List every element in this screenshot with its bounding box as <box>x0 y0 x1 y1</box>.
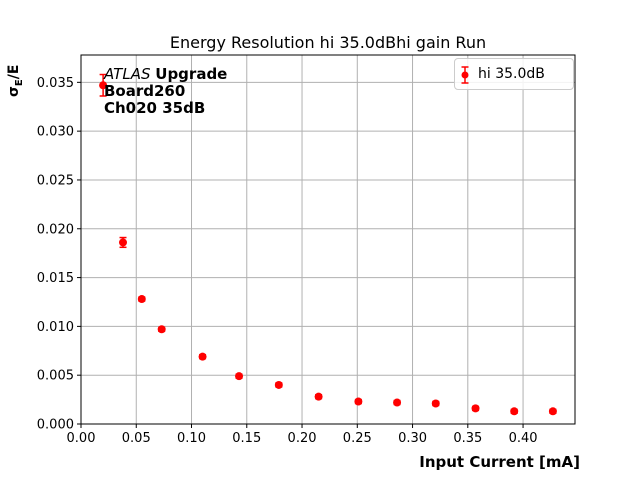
data-point <box>510 407 519 416</box>
x-tick-label: 0.30 <box>398 431 427 446</box>
x-tick-label: 0.35 <box>453 431 482 446</box>
y-axis-label: σE/E <box>6 65 25 97</box>
x-tick-label: 0.00 <box>67 431 96 446</box>
annotation-experiment: ATLAS <box>104 65 151 83</box>
x-axis-label: Input Current [mA] <box>419 453 580 471</box>
y-tick-label: 0.020 <box>37 222 74 237</box>
y-axis-label-sigma: σ <box>6 86 22 97</box>
data-point <box>548 407 557 416</box>
plot-border <box>80 54 576 425</box>
y-tick-label: 0.000 <box>37 418 74 433</box>
data-point <box>198 352 207 361</box>
legend-errorbar-icon <box>461 66 469 84</box>
y-axis-label-rest: /E <box>6 64 22 80</box>
chart-title: Energy Resolution hi 35.0dBhi gain Run <box>169 33 487 52</box>
x-tick-label: 0.25 <box>343 431 372 446</box>
y-tick-label: 0.025 <box>37 173 74 188</box>
y-tick-label: 0.030 <box>37 125 74 140</box>
annotation-line-3: Ch020 35dB <box>104 99 206 117</box>
data-point <box>137 295 146 304</box>
y-tick-label: 0.010 <box>37 320 74 335</box>
data-point <box>274 380 283 389</box>
x-tick-label: 0.10 <box>177 431 206 446</box>
y-tick-label: 0.035 <box>37 76 74 91</box>
data-point <box>431 399 440 408</box>
data-point <box>118 238 127 247</box>
x-tick-label: 0.15 <box>232 431 261 446</box>
x-tick-label: 0.05 <box>122 431 151 446</box>
data-point <box>99 81 108 90</box>
legend-box: hi 35.0dB <box>454 58 574 90</box>
x-tick-label: 0.20 <box>288 431 317 446</box>
data-point <box>471 404 480 413</box>
plot-annotation: ATLAS Upgrade Board260 Ch020 35dB <box>104 66 227 117</box>
annotation-line-2: Board260 <box>104 82 186 100</box>
x-tick-label: 0.40 <box>509 431 538 446</box>
legend-label: hi 35.0dB <box>478 66 545 82</box>
data-point <box>393 398 402 407</box>
data-point <box>354 397 363 406</box>
y-axis-label-subscript: E <box>13 79 25 87</box>
y-tick-label: 0.015 <box>37 271 74 286</box>
annotation-line-1: ATLAS Upgrade <box>104 66 227 83</box>
y-tick-label: 0.005 <box>37 369 74 384</box>
data-point <box>157 325 166 334</box>
data-point <box>314 392 323 401</box>
annotation-tag: Upgrade <box>155 65 228 83</box>
data-point <box>235 372 244 381</box>
